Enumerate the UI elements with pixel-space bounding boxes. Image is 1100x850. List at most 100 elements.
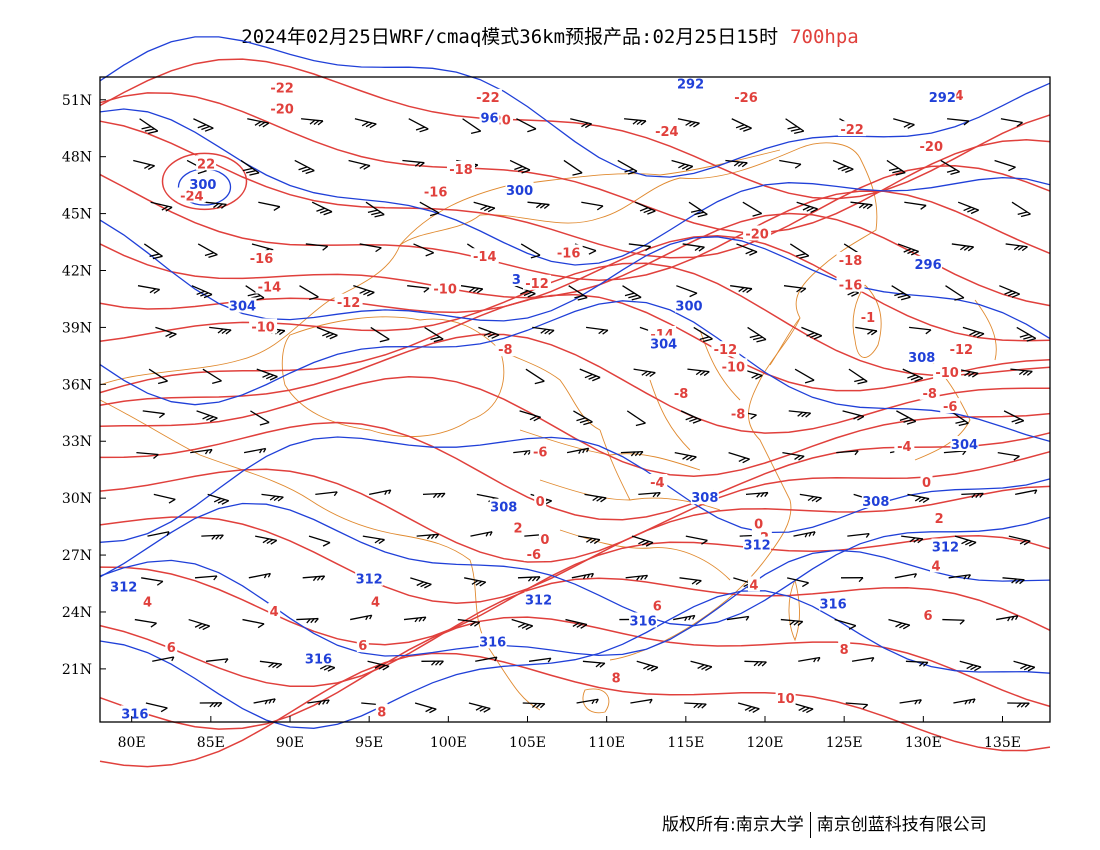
wind-barb	[1016, 326, 1037, 342]
label-bg	[838, 121, 867, 137]
wind-barb	[901, 535, 924, 544]
label-bg	[930, 557, 942, 573]
lat-tick-label: 42N	[62, 264, 92, 280]
wind-barb	[475, 656, 498, 662]
temperature-label: 0	[754, 518, 763, 533]
wind-barb	[851, 657, 875, 662]
temperature-label: -22	[476, 91, 500, 106]
height-label: 304	[650, 337, 677, 352]
wind-barb	[959, 660, 982, 672]
temperature-label: 6	[358, 639, 367, 654]
wind-barb	[365, 201, 385, 218]
label-bg	[933, 363, 962, 379]
longitude-axis: 80E 85E 90E 95E 100E 105E 110E 115E 120E 125E 130E…	[118, 716, 1021, 751]
label-bg	[914, 255, 943, 271]
label-bg	[919, 384, 940, 400]
wind-barb	[367, 660, 390, 671]
wind-barb	[248, 572, 271, 579]
wind-barb	[457, 618, 481, 627]
temperature-label: -18	[839, 254, 863, 269]
wind-barb	[191, 285, 213, 299]
wind-barb	[143, 243, 163, 260]
wind-barb	[137, 285, 161, 294]
wind-barb	[954, 535, 977, 547]
wind-barb	[207, 493, 230, 505]
wind-barb	[940, 159, 960, 175]
lon-tick-label: 135E	[984, 735, 1021, 751]
wind-barb	[478, 326, 500, 339]
wind-barb	[834, 618, 857, 630]
wind-barb	[630, 698, 653, 704]
wind-barb	[902, 368, 924, 382]
wind-barb	[620, 450, 644, 457]
china-border	[99, 142, 878, 386]
temperature-contour	[99, 652, 1051, 768]
label-bg	[512, 519, 524, 535]
wind-barb	[243, 447, 267, 454]
label-bg	[732, 88, 760, 104]
label-bg	[188, 176, 217, 192]
height-label-layer: 292 292 96 300 300 296 304 3 300 304 308 304 308 308 3…	[109, 75, 979, 722]
wind-barb	[742, 201, 763, 217]
label-bg	[268, 100, 297, 116]
lon-tick-label: 110E	[588, 735, 625, 751]
temperature-label: 8	[840, 643, 849, 658]
wind-barb	[473, 201, 496, 213]
height-label: 316	[630, 614, 657, 629]
temperature-label: 4	[270, 605, 279, 620]
lon-tick-label: 90E	[276, 735, 304, 751]
title-main: 2024年02月25日WRF/cmaq模式36km预报产品:02月25日15时	[241, 26, 779, 48]
height-label: 312	[525, 594, 552, 609]
temperature-label: -24	[655, 125, 679, 140]
wind-barb	[421, 660, 444, 666]
temperature-contour	[99, 376, 1051, 477]
wind-barb	[193, 118, 214, 132]
wind-barb	[673, 614, 696, 622]
temperature-label: -12	[525, 277, 549, 292]
east-coast	[609, 317, 801, 661]
wind-barb	[840, 577, 864, 583]
wind-barb	[886, 159, 906, 176]
wind-barb	[155, 326, 177, 339]
temperature-label: -8	[731, 408, 745, 423]
wind-barb	[188, 618, 210, 631]
wind-barb	[628, 243, 652, 251]
temperature-contour	[99, 120, 1051, 259]
wind-barb	[568, 285, 588, 301]
temperature-label: -22	[840, 123, 864, 138]
label-bg	[554, 244, 583, 260]
height-label: 300	[189, 178, 216, 193]
temperature-label: -16	[250, 252, 274, 267]
height-contour	[99, 436, 1051, 543]
lon-tick-label: 95E	[355, 735, 383, 751]
temperature-label: -8	[922, 387, 936, 402]
wind-barb	[571, 572, 594, 580]
temperature-contour	[161, 152, 248, 211]
wind-barb	[136, 451, 159, 459]
wind-barb	[782, 451, 805, 461]
wind-barb	[951, 243, 975, 252]
label-bg	[369, 593, 382, 609]
wind-barb	[893, 118, 915, 129]
wind-barb	[832, 159, 854, 173]
temperature-label: -10	[722, 360, 746, 375]
lat-tick-label: 36N	[62, 377, 92, 393]
wind-barb	[462, 118, 482, 135]
label-bg	[268, 79, 297, 95]
lat-tick-label: 51N	[62, 93, 92, 109]
temperature-label: -10	[433, 282, 457, 297]
wind-barb	[690, 660, 713, 672]
height-label: 316	[305, 652, 332, 667]
lat-tick-label: 30N	[62, 491, 92, 507]
label-bg	[523, 274, 551, 290]
label-bg	[489, 498, 518, 514]
wind-barb	[677, 118, 700, 128]
temperature-label: -6	[533, 446, 547, 461]
wind-barb	[1007, 702, 1030, 708]
height-label: 312	[110, 580, 137, 595]
wind-barb	[362, 535, 385, 545]
label-bg	[375, 703, 388, 719]
wind-barb	[1002, 577, 1025, 585]
wind-barb	[1000, 118, 1023, 127]
interior-borders	[499, 329, 741, 581]
